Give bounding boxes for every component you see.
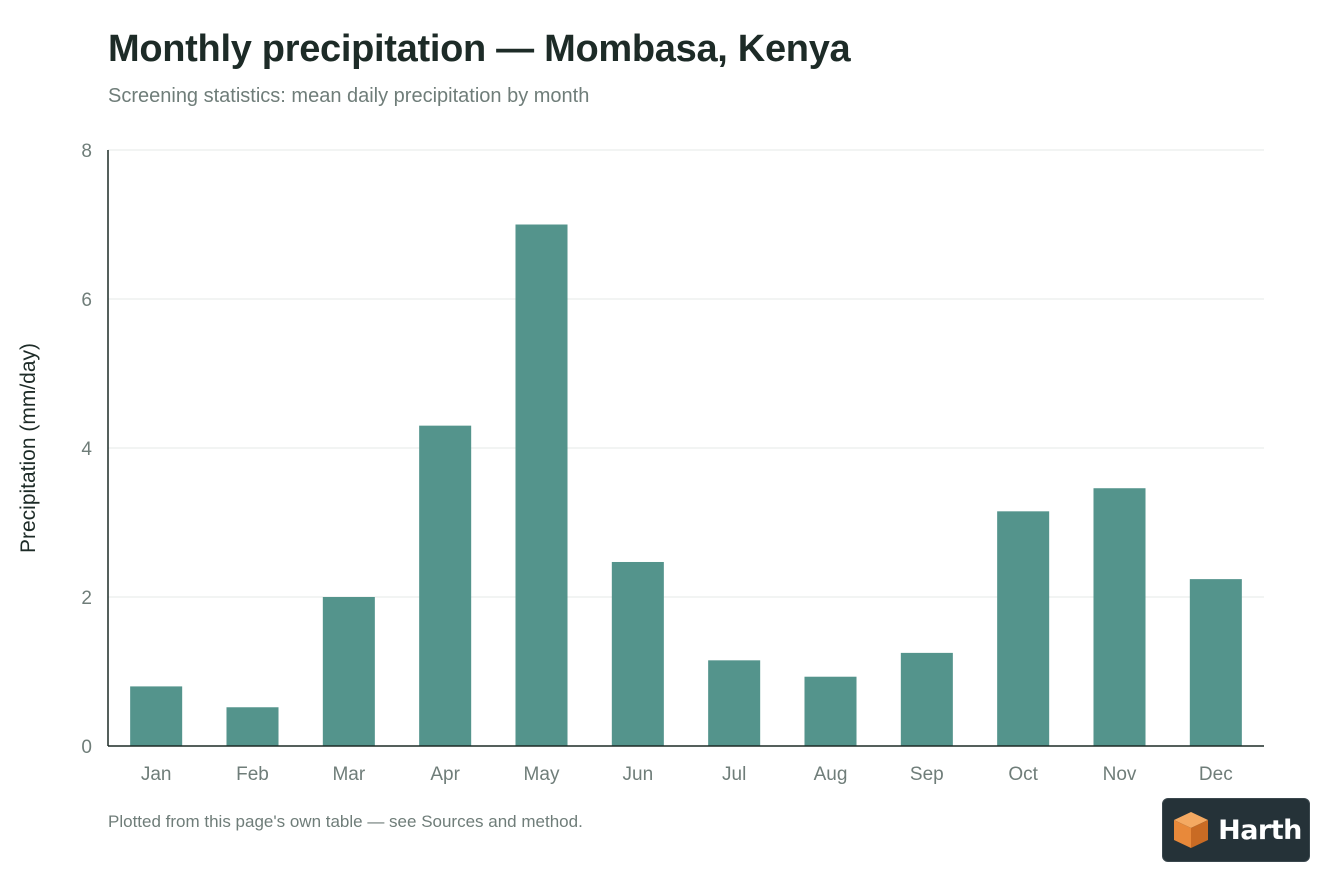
chart-title: Monthly precipitation — Mombasa, Kenya xyxy=(108,28,851,70)
x-tick-label: Feb xyxy=(236,764,269,785)
gridlines xyxy=(108,149,1264,598)
x-tick-label: May xyxy=(524,764,560,785)
x-tick-label: Sep xyxy=(910,764,944,785)
bar-oct xyxy=(997,511,1050,746)
bar-aug xyxy=(804,676,857,746)
x-tick-label: Jun xyxy=(623,764,654,785)
x-tick-label: Nov xyxy=(1103,764,1137,785)
bars xyxy=(130,224,1242,746)
harth-badge[interactable]: Harth xyxy=(1162,798,1310,862)
x-tick-label: Jan xyxy=(141,764,172,785)
y-tick-label: 8 xyxy=(81,141,92,162)
footnote: Plotted from this page's own table — see… xyxy=(108,812,583,831)
y-tick-label: 6 xyxy=(81,290,92,311)
chart-subtitle: Screening statistics: mean daily precipi… xyxy=(108,85,590,107)
y-tick-label: 0 xyxy=(81,737,92,758)
x-tick-label: Mar xyxy=(332,764,365,785)
y-axis-label: Precipitation (mm/day) xyxy=(17,343,40,553)
x-tick-label: Dec xyxy=(1199,764,1233,785)
y-tick-label: 2 xyxy=(81,588,92,609)
bar-dec xyxy=(1189,579,1242,746)
badge-label: Harth xyxy=(1218,814,1302,846)
bar-sep xyxy=(900,652,953,746)
y-tick-label: 4 xyxy=(81,439,92,460)
axes xyxy=(107,150,1264,747)
bar-jan xyxy=(130,686,183,746)
x-tick-labels: Jan Feb Mar Apr May Jun Jul Aug Sep Oct Nov Dec xyxy=(141,764,1233,785)
x-tick-label: Aug xyxy=(814,764,848,785)
bar-nov xyxy=(1093,488,1146,746)
y-tick-labels: 0 2 4 6 8 xyxy=(81,141,92,758)
bar-may xyxy=(515,224,568,746)
x-tick-label: Apr xyxy=(430,764,460,785)
bar-chart: 0 2 4 6 8 Jan Feb Mar Apr May Jun Jul Aug Sep Oct Nov D… xyxy=(17,141,1264,785)
bar-mar xyxy=(322,597,375,746)
bar-jun xyxy=(611,561,664,746)
x-tick-label: Oct xyxy=(1008,764,1038,785)
bar-apr xyxy=(419,425,472,746)
bar-feb xyxy=(226,707,279,746)
x-tick-label: Jul xyxy=(722,764,746,785)
cube-logo-icon xyxy=(1174,812,1209,848)
bar-jul xyxy=(708,660,761,746)
